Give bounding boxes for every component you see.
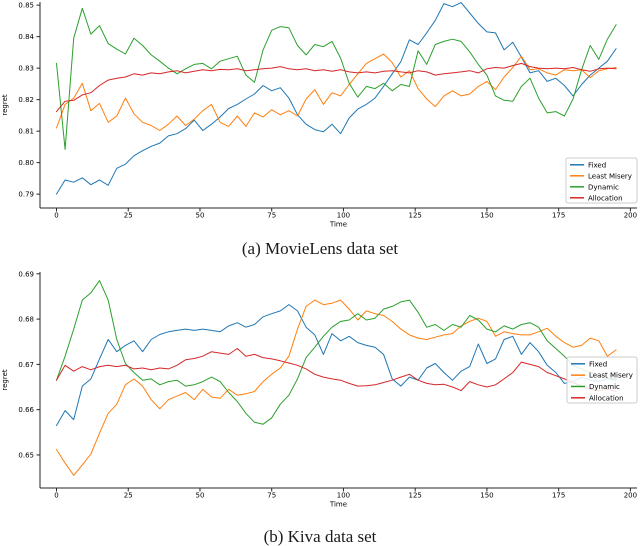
- series-line-dynamic: [56, 7, 617, 150]
- y-tick-label: 0.81: [18, 128, 34, 136]
- x-axis-label: Time: [329, 221, 347, 229]
- y-tick-label: 0.79: [18, 191, 34, 199]
- y-axis-label: regret: [1, 94, 9, 116]
- y-tick-label: 0.84: [18, 33, 34, 41]
- x-tick-label: 0: [54, 212, 58, 220]
- x-tick-label: 0: [54, 492, 58, 500]
- y-tick-label: 0.69: [18, 270, 34, 278]
- y-tick-label: 0.68: [18, 316, 34, 324]
- chart-movielens: 0.79 0.80 0.81 0.82 0.83 0.84 0.85 0 25 50 75 100 12…: [1, 2, 638, 229]
- x-tick-label: 75: [267, 492, 276, 500]
- legend-label: Fixed: [588, 161, 606, 169]
- y-tick-label: 0.83: [18, 65, 34, 73]
- y-tick-label: 0.65: [18, 451, 34, 459]
- y-tick-label: 0.66: [18, 406, 34, 414]
- legend: Fixed Least Misery Dynamic Allocation: [566, 356, 638, 404]
- x-tick-label: 175: [552, 212, 565, 220]
- y-tick-label: 0.80: [18, 159, 34, 167]
- series-line-least-misery: [56, 53, 617, 131]
- x-tick-label: 150: [480, 492, 493, 500]
- x-tick-label: 175: [552, 492, 565, 500]
- y-tick-label: 0.85: [18, 2, 34, 10]
- caption-movielens: (a) MovieLens data set: [241, 239, 399, 258]
- x-tick-label: 75: [267, 212, 276, 220]
- legend-box: [566, 356, 638, 404]
- x-tick-label: 125: [408, 492, 421, 500]
- y-tick-label: 0.82: [18, 96, 34, 104]
- x-tick-label: 25: [124, 492, 133, 500]
- series-line-fixed: [56, 304, 617, 426]
- x-tick-label: 50: [196, 212, 205, 220]
- x-axis-label: Time: [329, 501, 347, 509]
- series-line-allocation: [56, 348, 617, 392]
- x-tick-label: 50: [196, 492, 205, 500]
- x-tick-label: 100: [337, 212, 350, 220]
- caption-kiva: (b) Kiva data set: [263, 527, 377, 546]
- chart-kiva: 0.65 0.66 0.67 0.68 0.69 0 25 50 75 100 125 150 175 2…: [1, 270, 638, 509]
- legend-box: [565, 157, 638, 204]
- series-line-least-misery: [56, 299, 617, 476]
- y-axis-label: regret: [1, 369, 9, 391]
- legend-label: Least Misery: [589, 372, 633, 380]
- x-tick-label: 200: [624, 212, 637, 220]
- series-line-dynamic: [56, 280, 617, 425]
- x-tick-label: 100: [337, 492, 350, 500]
- legend-label: Fixed: [589, 360, 607, 368]
- x-tick-label: 125: [408, 212, 421, 220]
- series-line-fixed: [56, 2, 617, 195]
- legend-label: Least Misery: [588, 172, 632, 180]
- x-tick-label: 25: [124, 212, 133, 220]
- x-tick-label: 150: [480, 212, 493, 220]
- y-tick-label: 0.67: [18, 361, 34, 369]
- series-line-allocation: [56, 62, 617, 113]
- x-tick-label: 200: [624, 492, 637, 500]
- legend: Fixed Least Misery Dynamic Allocation: [565, 157, 638, 204]
- legend-label: Allocation: [588, 194, 623, 202]
- legend-label: Dynamic: [588, 183, 619, 191]
- legend-label: Dynamic: [589, 383, 620, 391]
- legend-label: Allocation: [589, 394, 624, 402]
